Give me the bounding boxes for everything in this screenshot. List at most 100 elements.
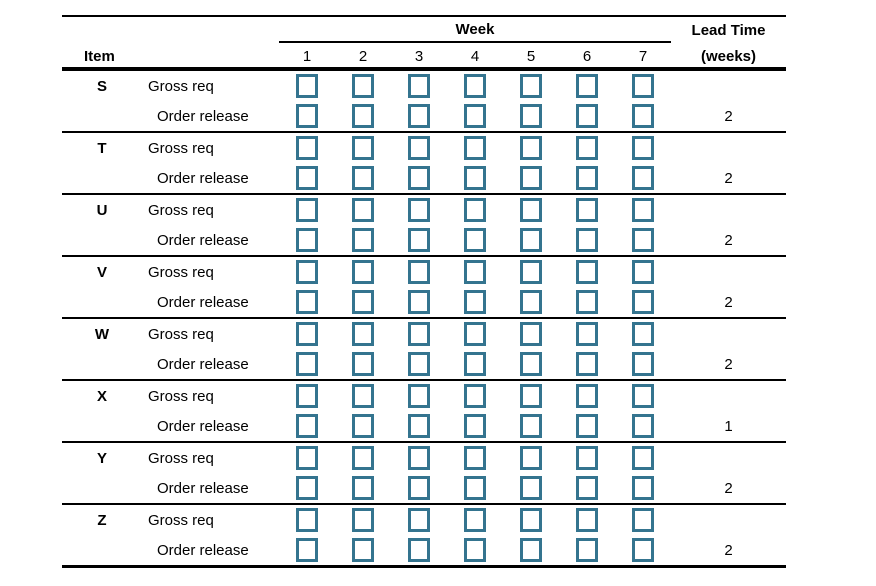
answer-box[interactable] [296,166,318,190]
answer-box[interactable] [296,476,318,500]
answer-box[interactable] [408,384,430,408]
answer-box[interactable] [464,384,486,408]
answer-box[interactable] [464,136,486,160]
answer-box[interactable] [520,384,542,408]
answer-box[interactable] [520,136,542,160]
answer-box[interactable] [464,446,486,470]
answer-box[interactable] [296,414,318,438]
answer-box[interactable] [352,136,374,160]
answer-box[interactable] [464,476,486,500]
answer-box[interactable] [520,74,542,98]
answer-box[interactable] [352,322,374,346]
answer-box[interactable] [352,414,374,438]
answer-box[interactable] [352,228,374,252]
answer-box[interactable] [520,198,542,222]
answer-box[interactable] [632,166,654,190]
answer-box[interactable] [352,290,374,314]
answer-box[interactable] [576,352,598,376]
answer-box[interactable] [576,322,598,346]
answer-box[interactable] [520,166,542,190]
answer-box[interactable] [352,166,374,190]
answer-box[interactable] [296,74,318,98]
answer-box[interactable] [520,508,542,532]
answer-box[interactable] [296,290,318,314]
answer-box[interactable] [576,538,598,562]
answer-box[interactable] [632,104,654,128]
answer-box[interactable] [352,74,374,98]
answer-box[interactable] [408,414,430,438]
answer-box[interactable] [520,260,542,284]
answer-box[interactable] [632,384,654,408]
answer-box[interactable] [632,198,654,222]
answer-box[interactable] [352,260,374,284]
answer-box[interactable] [296,136,318,160]
answer-box[interactable] [576,166,598,190]
answer-box[interactable] [576,384,598,408]
answer-box[interactable] [408,508,430,532]
answer-box[interactable] [576,104,598,128]
answer-box[interactable] [632,508,654,532]
answer-box[interactable] [352,508,374,532]
answer-box[interactable] [632,228,654,252]
answer-box[interactable] [520,228,542,252]
answer-box[interactable] [352,352,374,376]
answer-box[interactable] [352,384,374,408]
answer-box[interactable] [576,74,598,98]
answer-box[interactable] [408,198,430,222]
answer-box[interactable] [520,352,542,376]
answer-box[interactable] [464,322,486,346]
answer-box[interactable] [408,352,430,376]
answer-box[interactable] [352,446,374,470]
answer-box[interactable] [464,104,486,128]
answer-box[interactable] [464,228,486,252]
answer-box[interactable] [464,538,486,562]
answer-box[interactable] [520,538,542,562]
answer-box[interactable] [296,228,318,252]
answer-box[interactable] [464,74,486,98]
answer-box[interactable] [576,136,598,160]
answer-box[interactable] [632,446,654,470]
answer-box[interactable] [520,476,542,500]
answer-box[interactable] [296,384,318,408]
answer-box[interactable] [520,414,542,438]
answer-box[interactable] [632,322,654,346]
answer-box[interactable] [296,352,318,376]
answer-box[interactable] [296,446,318,470]
answer-box[interactable] [464,166,486,190]
answer-box[interactable] [352,476,374,500]
answer-box[interactable] [352,104,374,128]
answer-box[interactable] [576,228,598,252]
answer-box[interactable] [632,290,654,314]
answer-box[interactable] [520,322,542,346]
answer-box[interactable] [296,508,318,532]
answer-box[interactable] [520,446,542,470]
answer-box[interactable] [632,260,654,284]
answer-box[interactable] [408,290,430,314]
answer-box[interactable] [464,508,486,532]
answer-box[interactable] [408,228,430,252]
answer-box[interactable] [464,414,486,438]
answer-box[interactable] [408,136,430,160]
answer-box[interactable] [296,260,318,284]
answer-box[interactable] [520,104,542,128]
answer-box[interactable] [576,198,598,222]
answer-box[interactable] [576,508,598,532]
answer-box[interactable] [296,198,318,222]
answer-box[interactable] [408,538,430,562]
answer-box[interactable] [408,74,430,98]
answer-box[interactable] [520,290,542,314]
answer-box[interactable] [408,476,430,500]
answer-box[interactable] [632,352,654,376]
answer-box[interactable] [632,476,654,500]
answer-box[interactable] [408,166,430,190]
answer-box[interactable] [464,260,486,284]
answer-box[interactable] [408,260,430,284]
answer-box[interactable] [576,260,598,284]
answer-box[interactable] [296,104,318,128]
answer-box[interactable] [464,290,486,314]
answer-box[interactable] [576,446,598,470]
answer-box[interactable] [408,446,430,470]
answer-box[interactable] [632,538,654,562]
answer-box[interactable] [296,538,318,562]
answer-box[interactable] [632,414,654,438]
